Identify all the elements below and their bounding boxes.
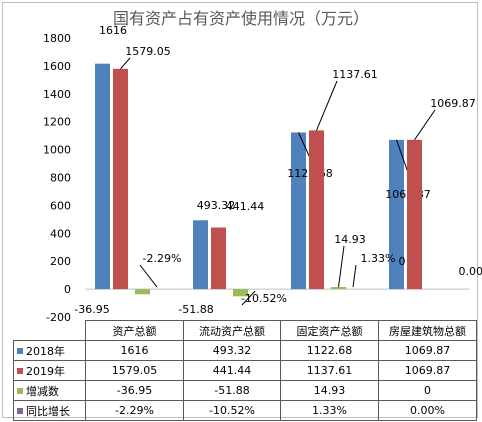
legend-swatch <box>17 407 23 414</box>
data-label: 1069.87 <box>430 97 476 110</box>
bar <box>407 139 422 290</box>
data-table: 资产总额 流动资产总额 固定资产总额 房屋建筑物总额 2018年 1616 49… <box>13 320 477 421</box>
data-label: -51.88 <box>178 303 213 316</box>
table-row-header: 2019年 <box>13 360 86 381</box>
bar <box>193 220 208 290</box>
y-tick-label: 800 <box>50 172 71 185</box>
table-col-header: 资产总额 <box>85 320 184 341</box>
data-label: 441.44 <box>226 200 265 213</box>
legend-swatch <box>17 367 23 374</box>
legend-label: 2019年 <box>26 364 65 378</box>
data-label: 1616 <box>99 24 127 37</box>
table-row-header: 2018年 <box>13 340 86 361</box>
y-tick-label: -200 <box>46 311 71 324</box>
table-row: 2018年 1616 493.32 1122.68 1069.87 <box>13 340 477 361</box>
table-col-header: 流动资产总额 <box>183 320 281 341</box>
table-row-header: 增减数 <box>13 380 86 401</box>
table-cell: 0 <box>378 380 477 401</box>
data-label: -10.52% <box>241 292 287 305</box>
legend-label: 2018年 <box>26 344 65 358</box>
data-label: 493.32 <box>197 199 236 212</box>
y-tick-label: 400 <box>50 227 71 240</box>
label-leader-line <box>338 245 345 288</box>
bar <box>331 287 346 290</box>
label-leader-line <box>139 264 158 288</box>
y-tick-label: 1000 <box>43 144 71 157</box>
table-cell: 441.44 <box>183 360 281 381</box>
bar <box>135 289 150 295</box>
y-tick-label: 1800 <box>43 32 71 45</box>
data-label: 0 <box>399 255 406 268</box>
label-leader-line <box>241 290 256 306</box>
y-tick-label: 600 <box>50 199 71 212</box>
data-label: 1579.05 <box>125 45 171 58</box>
table-col-header: 房屋建筑物总额 <box>378 320 477 341</box>
table-cell: -2.29% <box>85 400 184 421</box>
data-label: -36.95 <box>74 303 109 316</box>
label-leader-line <box>120 57 131 70</box>
table-cell: 1137.61 <box>280 360 379 381</box>
table-cell: -36.95 <box>85 380 184 401</box>
y-tick-label: 1400 <box>43 88 71 101</box>
table-cell: 14.93 <box>280 380 379 401</box>
table-header-row: 资产总额 流动资产总额 固定资产总额 房屋建筑物总额 <box>14 320 477 341</box>
chart-title: 国有资产占有资产使用情况（万元） <box>112 9 369 28</box>
table-row: 增减数 -36.95 -51.88 14.93 0 <box>13 380 477 401</box>
table-cell: -51.88 <box>183 380 281 401</box>
label-leader-line <box>414 109 436 141</box>
table-cell: 1122.68 <box>280 340 379 361</box>
y-tick-label: 200 <box>50 255 71 268</box>
legend-label: 同比增长 <box>26 404 70 418</box>
y-tick-label: 1600 <box>43 60 71 73</box>
table-cell: 0.00% <box>378 400 477 421</box>
bar <box>95 63 110 290</box>
table-cell: -10.52% <box>183 400 281 421</box>
legend-swatch <box>17 387 23 394</box>
data-label: 1.33% <box>361 252 396 265</box>
y-tick-label: 0 <box>64 283 71 296</box>
bar <box>309 130 324 290</box>
table-cell: 1579.05 <box>85 360 184 381</box>
bar <box>389 139 404 290</box>
data-label: 1137.61 <box>332 68 378 81</box>
label-leader-line <box>316 80 338 131</box>
table-cell: 1069.87 <box>378 340 477 361</box>
y-tick-label: 1200 <box>43 116 71 129</box>
data-label: 0.00% <box>459 265 482 278</box>
bar <box>211 227 226 290</box>
table-row-header: 同比增长 <box>13 400 86 421</box>
legend-label: 增减数 <box>26 384 59 398</box>
table-cell: 1616 <box>85 340 184 361</box>
data-label: 14.93 <box>334 233 366 246</box>
table-cell: 1069.87 <box>378 360 477 381</box>
table-cell: 493.32 <box>183 340 281 361</box>
bar <box>291 132 306 290</box>
table-row: 同比增长 -2.29% -10.52% 1.33% 0.00% <box>13 400 477 421</box>
label-leader-line <box>352 264 357 288</box>
legend-swatch <box>17 347 23 354</box>
table-cell: 1.33% <box>280 400 379 421</box>
table-row: 2019年 1579.05 441.44 1137.61 1069.87 <box>13 360 477 381</box>
data-label: -2.29% <box>143 252 182 265</box>
table-col-header: 固定资产总额 <box>280 320 379 341</box>
bar <box>233 289 248 297</box>
table-corner <box>14 321 86 341</box>
bar <box>113 68 128 290</box>
